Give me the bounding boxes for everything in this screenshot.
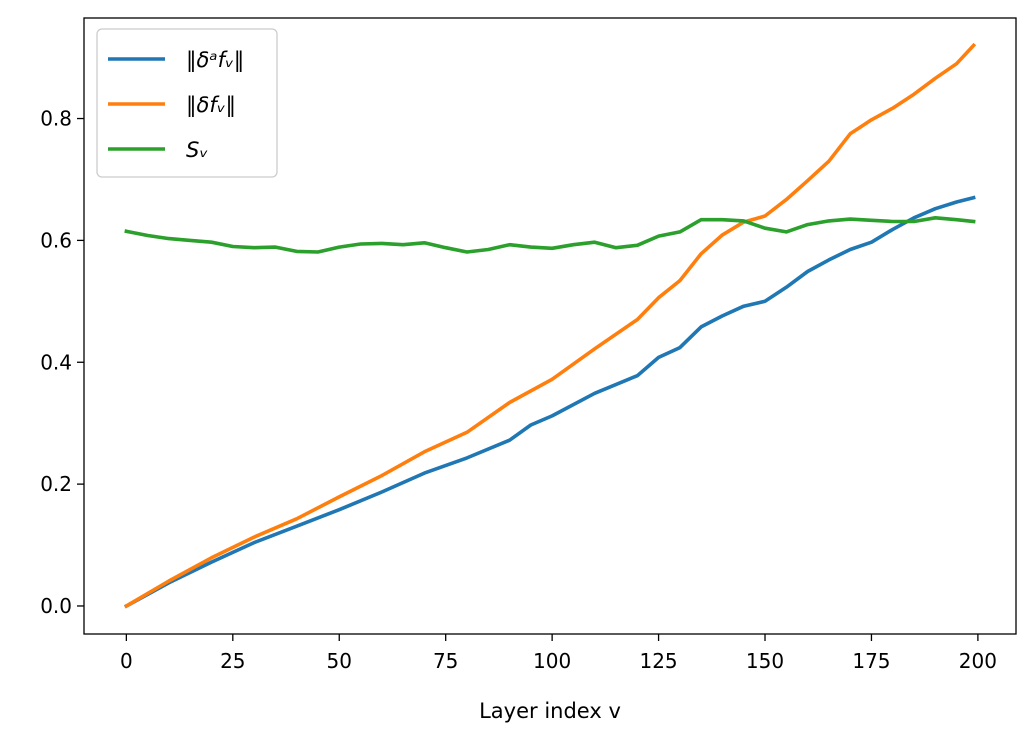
- legend: ‖δᵃfᵥ‖ ‖δfᵥ‖ Sᵥ: [96, 28, 278, 178]
- series-line-2: [124, 216, 976, 254]
- x-tick-label: 125: [639, 649, 677, 673]
- x-tick-label: 25: [220, 649, 245, 673]
- x-tick-label: 75: [433, 649, 458, 673]
- x-tick-label: 100: [533, 649, 571, 673]
- x-tick-label: 0: [120, 649, 133, 673]
- y-tick-label: 0.2: [40, 472, 72, 496]
- legend-label-2: Sᵥ: [186, 138, 208, 162]
- series-layer: [123, 42, 977, 609]
- y-tick-label: 0.6: [40, 228, 72, 252]
- x-tick-label: 200: [959, 649, 997, 673]
- x-tick-label: 50: [327, 649, 352, 673]
- series-line-0: [123, 195, 976, 609]
- y-tick-label: 0.4: [40, 350, 72, 374]
- legend-label-1: ‖δfᵥ‖: [186, 93, 236, 118]
- plot-frame: [83, 17, 1017, 635]
- x-axis: 0 25 50 75 100 125 150 175 200: [120, 634, 997, 673]
- x-axis-title: Layer index v: [479, 699, 621, 723]
- y-tick-label: 0.0: [40, 594, 72, 618]
- x-tick-label: 150: [746, 649, 784, 673]
- x-tick-label: 175: [852, 649, 890, 673]
- legend-box: [96, 28, 278, 178]
- legend-label-0: ‖δᵃfᵥ‖: [186, 48, 244, 73]
- series-line-1: [123, 42, 977, 609]
- y-tick-label: 0.8: [40, 107, 72, 131]
- y-axis: 0.0 0.2 0.4 0.6 0.8: [40, 107, 84, 618]
- plot-area: [83, 17, 1017, 635]
